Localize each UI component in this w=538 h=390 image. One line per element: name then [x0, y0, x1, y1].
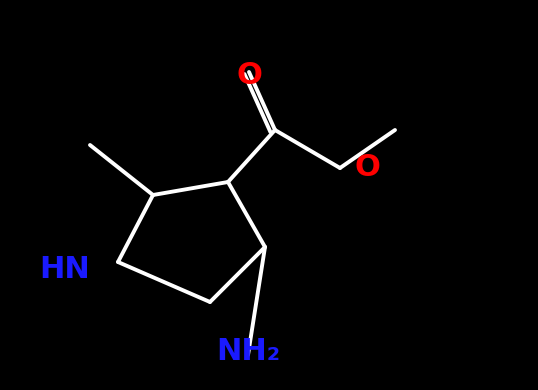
Text: O: O [354, 154, 380, 183]
Text: O: O [236, 61, 262, 90]
Text: HN: HN [39, 255, 90, 284]
Text: NH₂: NH₂ [216, 337, 280, 366]
